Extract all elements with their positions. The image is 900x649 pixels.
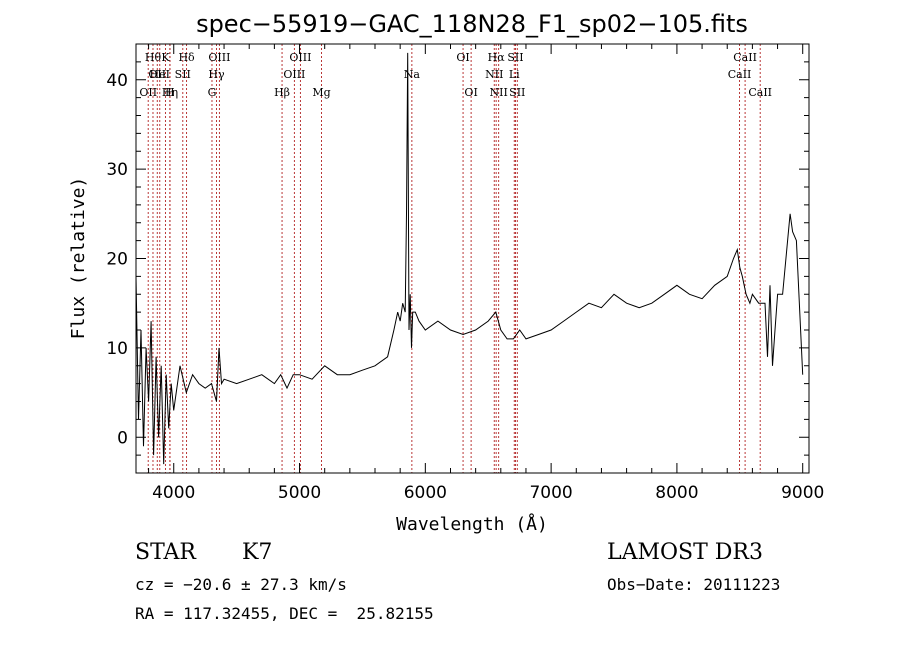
line-label-10: Hγ — [208, 68, 225, 81]
x-tick-label-2: 6000 — [404, 483, 447, 503]
x-tick-label-0: 4000 — [152, 483, 195, 503]
line-label-1: Hθ — [145, 51, 162, 64]
object-class: STAR — [135, 540, 196, 565]
line-label-9: G — [208, 86, 217, 99]
line-label-17: OI — [456, 51, 469, 64]
line-label-21: NII — [490, 86, 508, 99]
y-tick-label-0: 0 — [117, 428, 128, 448]
plot-frame — [135, 43, 810, 474]
flux-series-line — [135, 52, 804, 465]
y-axis-label: Flux (relative) — [68, 177, 89, 340]
line-label-0: OII — [139, 86, 157, 99]
line-label-16: Na — [404, 68, 421, 81]
line-label-5: Hη — [162, 86, 178, 99]
line-label-20: Hα — [488, 51, 506, 64]
line-label-13: OIII — [283, 68, 305, 81]
axis-ticks-layer: 4000 5000 6000 7000 8000 9000 0 10 20 30 40 — [106, 43, 824, 503]
y-tick-label-2: 20 — [106, 250, 128, 270]
line-label-25: CaII — [728, 68, 752, 81]
line-label-27: CaII — [748, 86, 772, 99]
line-label-24: SII — [509, 86, 525, 99]
coordinates-readout: RA = 117.32455, DEC = 25.82155 — [135, 604, 434, 623]
line-label-3: HeI — [150, 68, 170, 81]
y-tick-label-1: 10 — [106, 339, 128, 359]
line-label-19: NII — [485, 68, 503, 81]
line-label-12: Hβ — [274, 86, 290, 99]
chart-title: spec−55919−GAC_118N28_F1_sp02−105.fits — [196, 10, 748, 38]
line-label-18: OI — [464, 86, 477, 99]
x-axis-label: Wavelength (Å) — [396, 513, 548, 535]
survey-name: LAMOST DR3 — [607, 540, 763, 565]
object-subclass: K7 — [242, 540, 273, 565]
line-label-7: SII — [175, 68, 191, 81]
line-label-6: H — [165, 86, 175, 99]
line-label-14: OIII — [289, 51, 311, 64]
observation-date: Obs−Date: 20111223 — [607, 575, 781, 594]
line-label-26: CaII — [733, 51, 757, 64]
y-tick-label-4: 40 — [106, 71, 128, 91]
line-labels-layer: OIIHθOIIHeIKHηHSIIHδGHγOIIIHβOIIIOIIIMgN… — [139, 51, 772, 99]
x-tick-label-4: 8000 — [655, 483, 698, 503]
line-label-23: SII — [507, 51, 523, 64]
line-label-4: K — [161, 51, 170, 64]
x-tick-label-1: 5000 — [278, 483, 321, 503]
line-label-22: Li — [509, 68, 520, 81]
line-label-15: Mg — [312, 86, 330, 99]
emission-lines-layer — [147, 44, 761, 473]
line-label-2: OII — [148, 68, 166, 81]
line-label-8: Hδ — [178, 51, 195, 64]
y-tick-label-3: 30 — [106, 160, 128, 180]
x-tick-label-5: 9000 — [781, 483, 824, 503]
redshift-readout: cz = −20.6 ± 27.3 km/s — [135, 575, 347, 594]
line-label-11: OIII — [208, 51, 230, 64]
x-tick-label-3: 7000 — [529, 483, 572, 503]
